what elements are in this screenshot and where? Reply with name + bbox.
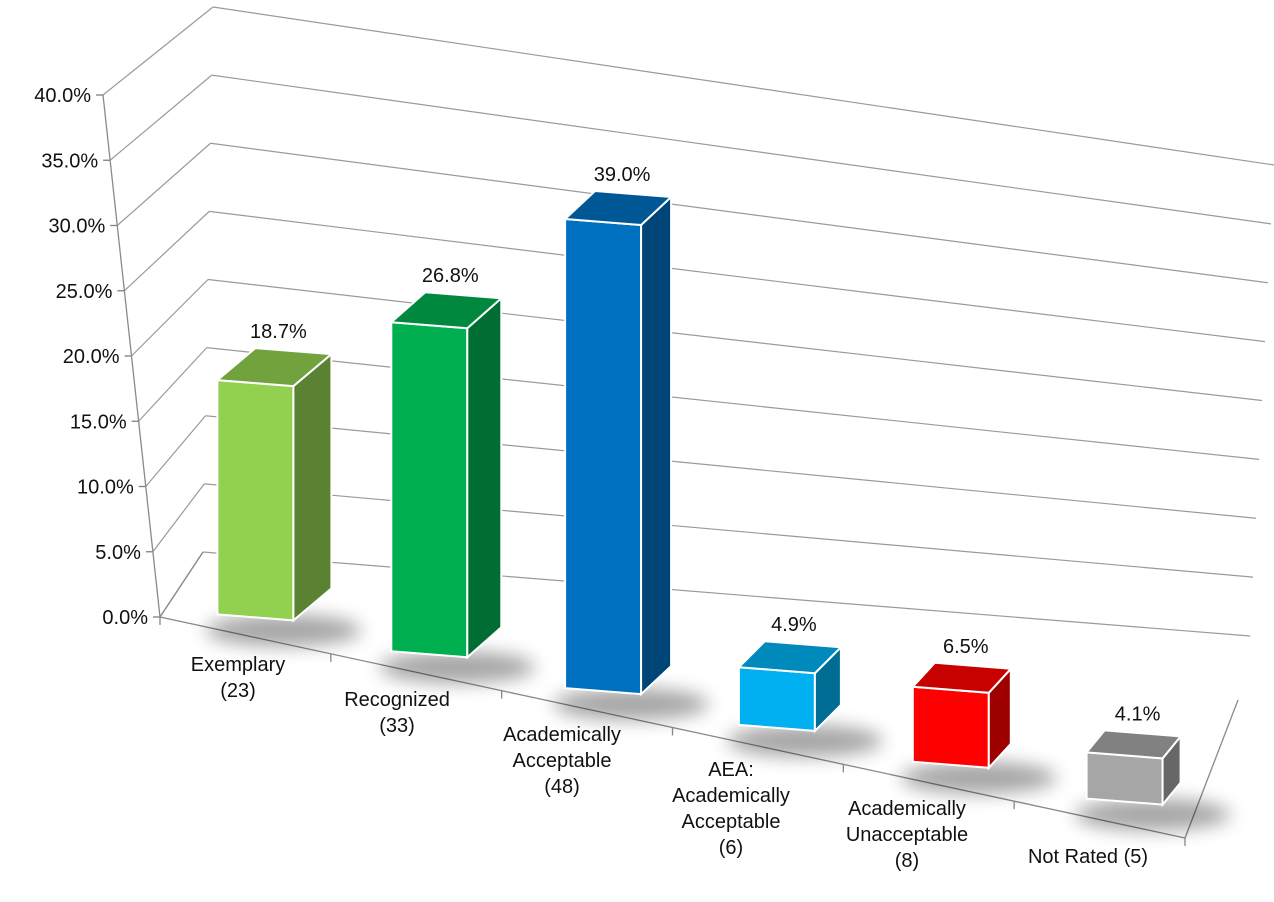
bar-front-0 bbox=[216, 379, 295, 622]
bar-shadow-3 bbox=[726, 724, 883, 757]
gridlines bbox=[102, 6, 1274, 637]
gridline-back-8 bbox=[212, 6, 1274, 166]
bar-0 bbox=[214, 347, 334, 623]
gridline-back-5 bbox=[209, 210, 1266, 343]
gridline-back-6 bbox=[210, 142, 1269, 284]
gridline-side-1 bbox=[152, 483, 205, 553]
bar-shadow-4 bbox=[900, 761, 1057, 794]
y-tick-label-1: 5.0% bbox=[95, 542, 141, 564]
bar-top-3 bbox=[736, 640, 844, 675]
gridline-side-6 bbox=[116, 142, 211, 226]
bar-shadow-0 bbox=[205, 614, 362, 647]
bar-top-2 bbox=[562, 189, 674, 227]
y-axis-line bbox=[102, 94, 161, 618]
bar-front-2 bbox=[564, 217, 643, 696]
bar-front-1 bbox=[390, 321, 469, 659]
y-tick-label-3: 15.0% bbox=[70, 411, 127, 433]
gridline-back-3 bbox=[206, 347, 1260, 460]
gridline-back-4 bbox=[207, 278, 1263, 402]
category-label-2: Academically Acceptable (48) bbox=[503, 724, 621, 798]
axes bbox=[96, 94, 1239, 846]
gridline-side-7 bbox=[109, 74, 213, 161]
bar-4 bbox=[910, 661, 1013, 771]
category-label-5: Not Rated (5) bbox=[1028, 846, 1148, 868]
bar-shadow-1 bbox=[379, 651, 536, 684]
bar-top-1 bbox=[388, 291, 504, 330]
gridline-side-4 bbox=[131, 279, 209, 357]
y-tick-label-7: 35.0% bbox=[41, 150, 98, 172]
category-label-4: Academically Unacceptable (8) bbox=[846, 798, 968, 872]
data-label-4: 6.5% bbox=[943, 636, 989, 658]
category-label-3: AEA: Academically Acceptable (6) bbox=[672, 759, 790, 859]
bar-side-1 bbox=[466, 295, 503, 660]
bar-front-5 bbox=[1085, 751, 1164, 806]
tick-labels: 0.0% 5.0% 10.0% 15.0% 20.0% 25.0% 30.0% 35.0% 40… bbox=[34, 85, 148, 629]
bar-1 bbox=[388, 291, 504, 660]
data-label-0: 18.7% bbox=[250, 321, 307, 343]
floor-left-edge bbox=[159, 551, 204, 618]
category-label-1: Recognized (33) bbox=[344, 689, 450, 737]
category-label-0: Exemplary (23) bbox=[191, 654, 285, 702]
data-label-1: 26.8% bbox=[422, 265, 479, 287]
gridline-back-0 bbox=[202, 551, 1251, 637]
y-tick-label-6: 30.0% bbox=[49, 216, 106, 238]
bar-shadow-2 bbox=[553, 688, 710, 721]
gridline-back-7 bbox=[211, 74, 1272, 225]
category-labels: Exemplary (23) Recognized (33) Academically A… bbox=[191, 654, 1148, 872]
bar-front-4 bbox=[911, 685, 990, 769]
gridline-side-2 bbox=[145, 415, 206, 487]
y-tick-label-2: 10.0% bbox=[77, 477, 134, 499]
bar-shadows bbox=[205, 614, 1231, 831]
y-tick-label-5: 25.0% bbox=[56, 281, 113, 303]
bar-top-0 bbox=[214, 347, 334, 388]
data-label-3: 4.9% bbox=[771, 614, 817, 636]
bar-shadow-5 bbox=[1074, 798, 1231, 831]
bars bbox=[214, 189, 1183, 808]
y-tick-label-8: 40.0% bbox=[34, 85, 91, 107]
bar-2 bbox=[562, 189, 674, 697]
bar-top-5 bbox=[1084, 729, 1183, 760]
gridline-side-5 bbox=[123, 210, 210, 292]
gridline-side-3 bbox=[138, 347, 208, 422]
data-label-2: 39.0% bbox=[594, 164, 651, 186]
bar-3 bbox=[736, 640, 844, 734]
gridline-back-2 bbox=[205, 415, 1257, 519]
bar-top-4 bbox=[910, 661, 1013, 694]
bar-front-3 bbox=[737, 666, 816, 732]
bar-5 bbox=[1084, 729, 1183, 808]
data-labels: 18.7% 26.8% 39.0% 4.9% 6.5% 4.1% bbox=[250, 164, 1161, 725]
y-tick-label-0: 0.0% bbox=[102, 607, 148, 629]
bar-side-0 bbox=[292, 351, 333, 623]
data-label-5: 4.1% bbox=[1115, 703, 1161, 725]
gridline-back-1 bbox=[204, 483, 1254, 578]
bar-side-2 bbox=[640, 194, 673, 697]
gridline-side-8 bbox=[102, 6, 214, 96]
y-tick-label-4: 20.0% bbox=[63, 346, 120, 368]
